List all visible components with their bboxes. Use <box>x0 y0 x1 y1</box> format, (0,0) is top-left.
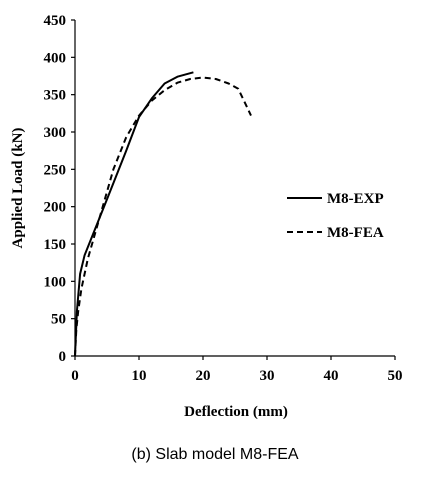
y-axis-title: Applied Load (kN) <box>10 128 26 249</box>
x-tick-label: 50 <box>388 368 403 384</box>
y-tick-label: 50 <box>51 312 66 328</box>
y-tick-label: 100 <box>44 274 67 290</box>
x-tick-label: 40 <box>324 368 339 384</box>
y-tick-label: 250 <box>44 162 67 178</box>
series-line-m8-fea <box>74 76 252 357</box>
x-tick-label: 0 <box>71 368 79 384</box>
x-axis-title: Deflection (mm) <box>184 404 288 420</box>
x-tick-label: 30 <box>260 368 275 384</box>
legend: M8-EXP M8-FEA <box>287 191 384 241</box>
y-tick-label: 300 <box>44 125 67 141</box>
y-tick-label: 150 <box>44 237 67 253</box>
y-tick-label: 200 <box>44 200 67 216</box>
series-layer <box>74 71 252 357</box>
chart-caption: (b) Slab model M8-FEA <box>131 446 298 463</box>
y-tick-label: 450 <box>44 13 67 29</box>
y-tick-label: 0 <box>59 349 67 365</box>
legend-label: M8-EXP <box>327 191 384 207</box>
x-tick-label: 10 <box>132 368 147 384</box>
y-tick-label: 350 <box>44 88 67 104</box>
x-tick-label: 20 <box>196 368 211 384</box>
legend-label: M8-FEA <box>327 225 384 241</box>
series-line-m8-exp <box>74 71 194 357</box>
y-tick-label: 400 <box>44 50 67 66</box>
axes: 0 50 100 150 200 250 300 350 400 450 0 10 20 30 40 50 <box>44 13 403 384</box>
